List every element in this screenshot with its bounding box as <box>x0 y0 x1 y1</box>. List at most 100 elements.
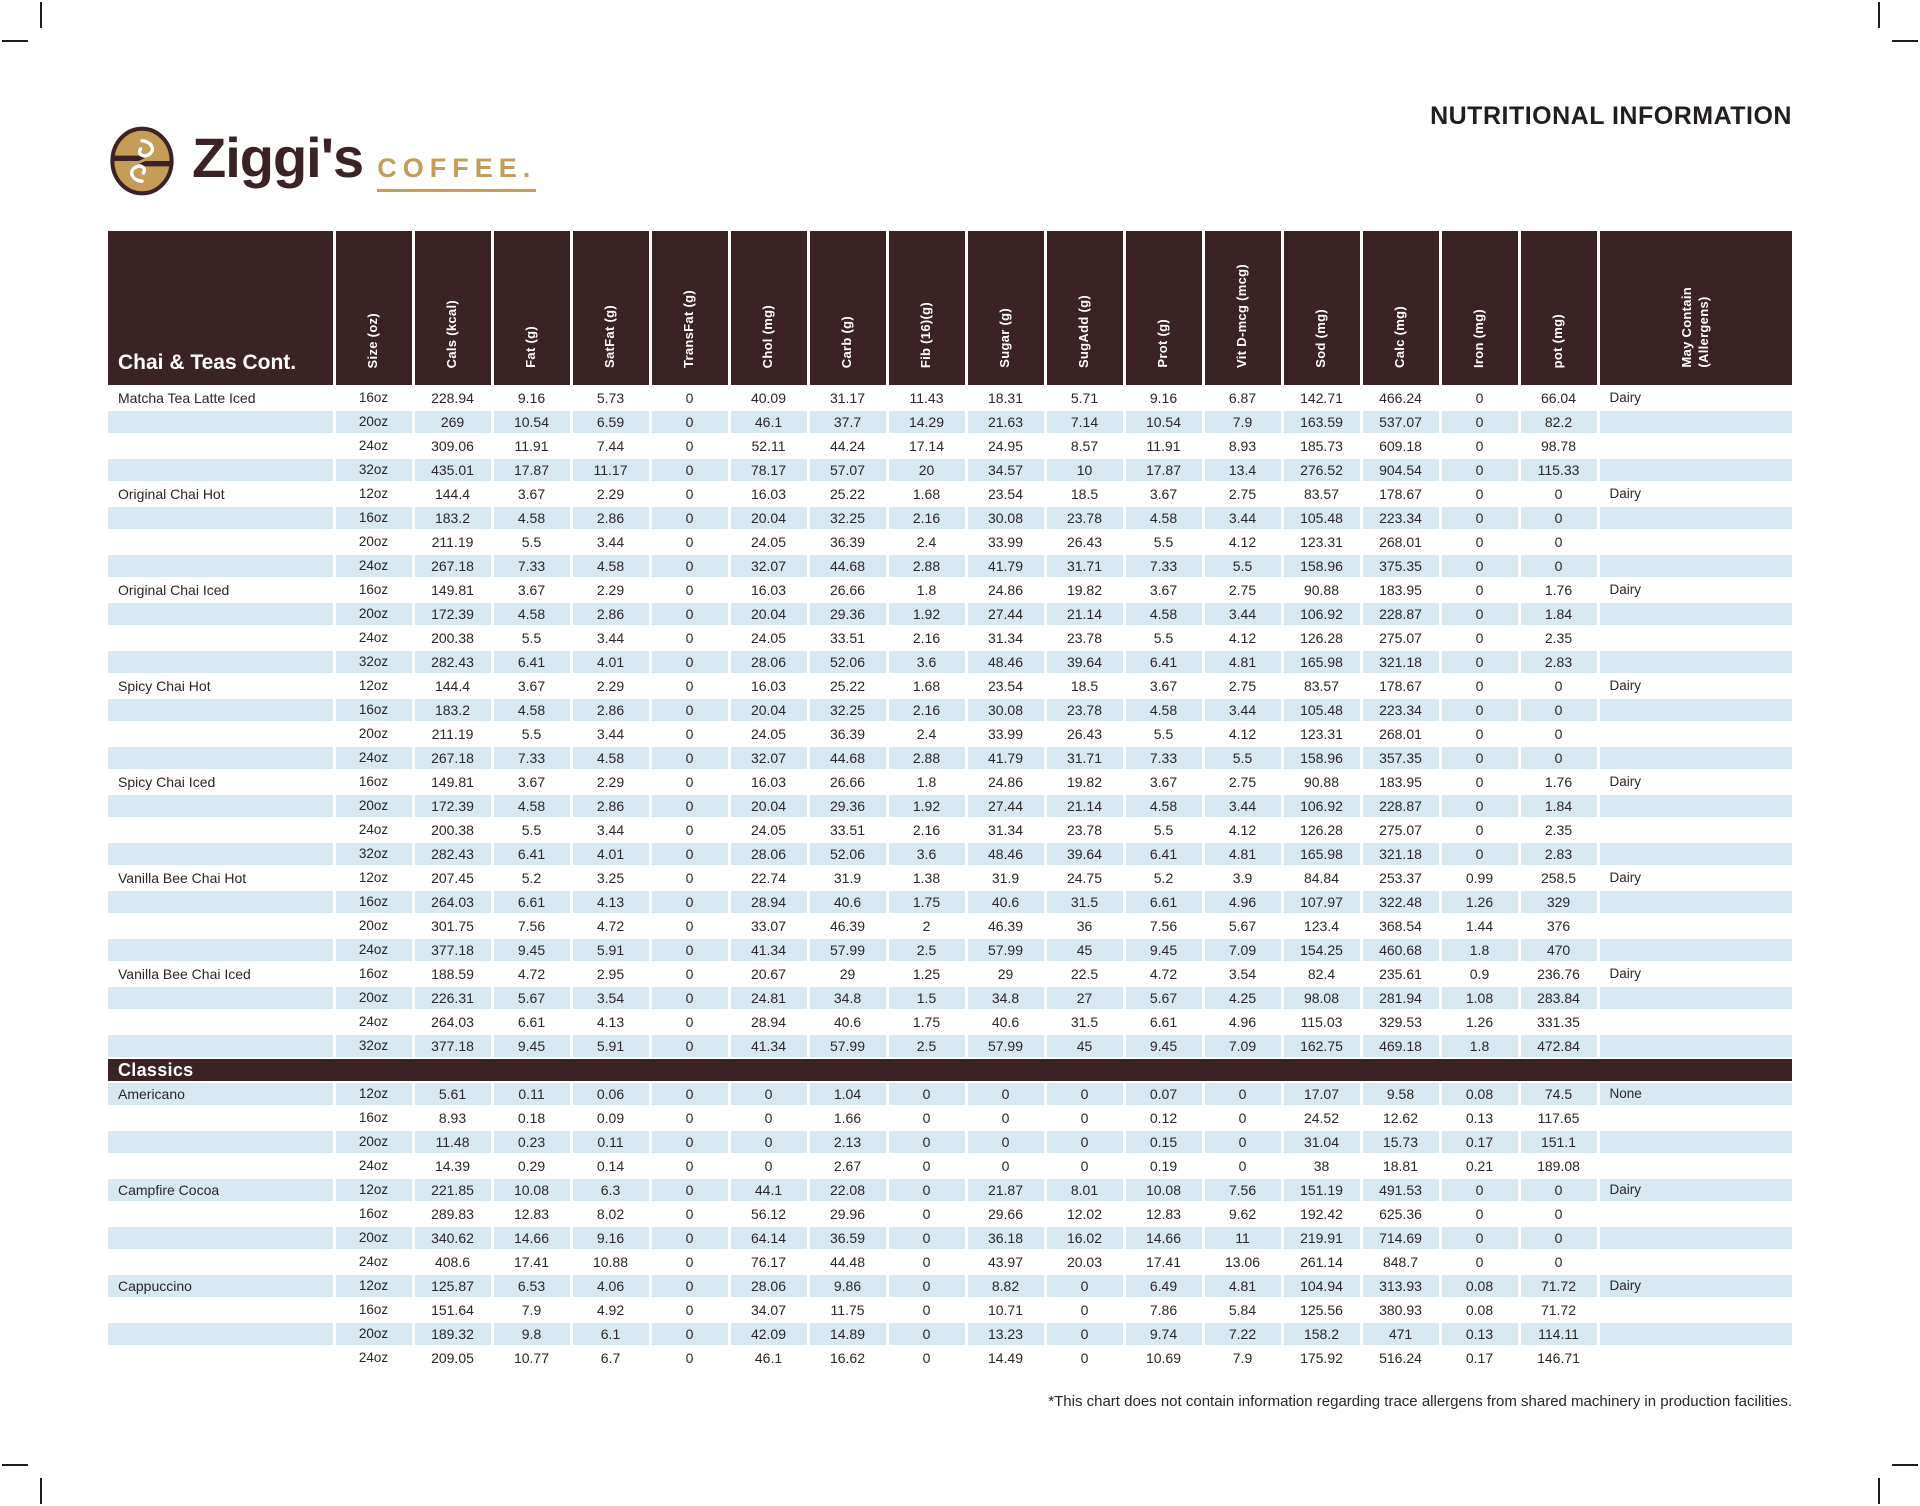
value-cell: 98.08 <box>1282 986 1363 1011</box>
value-cell: 0.08 <box>1440 1082 1521 1107</box>
value-cell: 39.64 <box>1045 842 1126 867</box>
value-cell: 7.33 <box>1124 746 1205 771</box>
value-cell: 3.44 <box>1203 506 1284 531</box>
value-cell: 211.19 <box>413 530 494 555</box>
value-cell: 10.54 <box>1124 410 1205 435</box>
value-cell: 0 <box>650 986 731 1011</box>
value-cell: 0.12 <box>1124 1106 1205 1131</box>
column-header: Fat (g) <box>492 231 573 387</box>
value-cell: 27.44 <box>966 602 1047 627</box>
value-cell: 38 <box>1282 1154 1363 1179</box>
value-cell: 4.72 <box>492 962 573 987</box>
value-cell: 52.06 <box>808 650 889 675</box>
value-cell: 6.41 <box>1124 650 1205 675</box>
section-band-title: Classics <box>108 1058 1792 1083</box>
value-cell: 7.09 <box>1203 1034 1284 1059</box>
column-header: Size (oz) <box>334 231 415 387</box>
value-cell: 28.06 <box>729 842 810 867</box>
table-row: Vanilla Bee Chai Hot 12oz 207.45 5.2 3.25 0 22… <box>108 866 1792 891</box>
value-cell: 3.67 <box>492 482 573 507</box>
column-header: Cals (kcal) <box>413 231 494 387</box>
value-cell: 267.18 <box>413 554 494 579</box>
value-cell: 57.99 <box>808 938 889 963</box>
value-cell: 10.69 <box>1124 1346 1205 1371</box>
value-cell: 17.87 <box>1124 458 1205 483</box>
value-cell: 380.93 <box>1361 1298 1442 1323</box>
size-cell: 20oz <box>334 1130 415 1155</box>
value-cell: 1.26 <box>1440 1010 1521 1035</box>
drink-name-cell <box>108 554 336 579</box>
value-cell: 24.86 <box>966 770 1047 795</box>
value-cell: 10.08 <box>1124 1178 1205 1203</box>
value-cell: 376 <box>1519 914 1600 939</box>
value-cell: 71.72 <box>1519 1274 1600 1299</box>
value-cell: 126.28 <box>1282 626 1363 651</box>
value-cell: 20.04 <box>729 506 810 531</box>
value-cell: 4.96 <box>1203 890 1284 915</box>
value-cell: 1.75 <box>887 890 968 915</box>
value-cell: 0 <box>650 386 731 411</box>
allergen-footnote: *This chart does not contain information… <box>1048 1393 1792 1410</box>
value-cell: 16.03 <box>729 770 810 795</box>
value-cell: 3.44 <box>1203 602 1284 627</box>
value-cell: 0 <box>650 1034 731 1059</box>
value-cell: 4.58 <box>1124 602 1205 627</box>
value-cell: 516.24 <box>1361 1346 1442 1371</box>
value-cell: 223.34 <box>1361 506 1442 531</box>
masthead: Ziggi's COFFEE. NUTRITIONAL INFORMATION <box>108 100 1792 198</box>
value-cell: 0 <box>1440 410 1521 435</box>
column-header: Prot (g) <box>1124 231 1205 387</box>
value-cell: 1.92 <box>887 602 968 627</box>
size-cell: 12oz <box>334 1274 415 1299</box>
value-cell: 0 <box>1440 482 1521 507</box>
value-cell: 17.07 <box>1282 1082 1363 1107</box>
value-cell: 1.68 <box>887 482 968 507</box>
value-cell: 24.05 <box>729 626 810 651</box>
value-cell: 29 <box>966 962 1047 987</box>
allergen-cell <box>1598 794 1792 819</box>
table-row: 20oz 301.75 7.56 4.72 0 33.07 46.39 2 46.39 36 7.5… <box>108 914 1792 939</box>
value-cell: 17.14 <box>887 434 968 459</box>
allergen-cell <box>1598 530 1792 555</box>
drink-name-cell: Vanilla Bee Chai Hot <box>108 866 336 891</box>
value-cell: 357.35 <box>1361 746 1442 771</box>
drink-name-cell: Spicy Chai Iced <box>108 770 336 795</box>
value-cell: 7.22 <box>1203 1322 1284 1347</box>
value-cell: 2.13 <box>808 1130 889 1155</box>
value-cell: 31.71 <box>1045 746 1126 771</box>
value-cell: 13.4 <box>1203 458 1284 483</box>
value-cell: 469.18 <box>1361 1034 1442 1059</box>
value-cell: 2.35 <box>1519 626 1600 651</box>
allergen-cell: Dairy <box>1598 1178 1792 1203</box>
value-cell: 253.37 <box>1361 866 1442 891</box>
page-title: NUTRITIONAL INFORMATION <box>1430 102 1792 130</box>
value-cell: 146.71 <box>1519 1346 1600 1371</box>
table-row: 24oz 264.03 6.61 4.13 0 28.94 40.6 1.75 40.6 31.5… <box>108 1010 1792 1035</box>
value-cell: 2.88 <box>887 554 968 579</box>
value-cell: 21.14 <box>1045 602 1126 627</box>
size-cell: 20oz <box>334 986 415 1011</box>
size-cell: 20oz <box>334 794 415 819</box>
value-cell: 281.94 <box>1361 986 1442 1011</box>
value-cell: 123.31 <box>1282 722 1363 747</box>
column-header: Carb (g) <box>808 231 889 387</box>
value-cell: 0.14 <box>571 1154 652 1179</box>
value-cell: 0 <box>1519 722 1600 747</box>
value-cell: 3.67 <box>492 770 573 795</box>
value-cell: 83.57 <box>1282 674 1363 699</box>
value-cell: 0 <box>1203 1154 1284 1179</box>
value-cell: 0 <box>887 1298 968 1323</box>
value-cell: 329 <box>1519 890 1600 915</box>
value-cell: 36.39 <box>808 722 889 747</box>
value-cell: 117.65 <box>1519 1106 1600 1131</box>
value-cell: 23.78 <box>1045 626 1126 651</box>
value-cell: 36.18 <box>966 1226 1047 1251</box>
value-cell: 31.5 <box>1045 1010 1126 1035</box>
value-cell: 0.15 <box>1124 1130 1205 1155</box>
brand-name: Ziggi's <box>192 126 364 189</box>
value-cell: 36.39 <box>808 530 889 555</box>
value-cell: 20 <box>887 458 968 483</box>
value-cell: 0 <box>650 1082 731 1107</box>
drink-name-cell: Campfire Cocoa <box>108 1178 336 1203</box>
value-cell: 23.78 <box>1045 818 1126 843</box>
